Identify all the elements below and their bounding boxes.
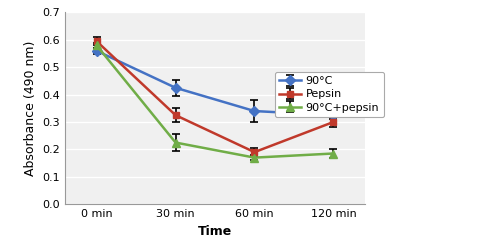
X-axis label: Time: Time (198, 225, 232, 238)
Legend: 90°C, Pepsin, 90°C+pepsin: 90°C, Pepsin, 90°C+pepsin (274, 72, 384, 117)
Y-axis label: Absorbance (490 nm): Absorbance (490 nm) (24, 41, 37, 176)
